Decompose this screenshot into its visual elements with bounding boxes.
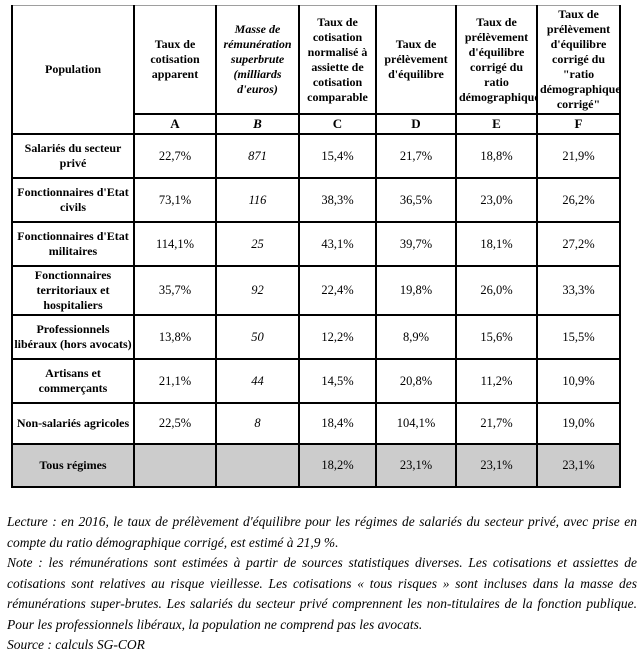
cell-a: 13,8%: [133, 314, 217, 360]
contribution-rates-table-wrap: Population Taux de cotisation apparent M…: [11, 5, 621, 488]
column-letter-a: A: [133, 113, 217, 135]
row-label-population: Fonctionnaires d'Etat civils: [11, 177, 135, 223]
table-row: Fonctionnaires d'Etat civils 73,1% 116 38,3…: [11, 177, 621, 223]
row-label-population: Tous régimes: [11, 443, 135, 488]
row-label-population: Professionnels libéraux (hors avocats): [11, 314, 135, 360]
cell-d: 39,7%: [375, 221, 457, 267]
column-letter-e: E: [455, 113, 538, 135]
column-header-b: Masse de rémunération superbrute (millia…: [215, 5, 300, 115]
cell-c: 22,4%: [298, 265, 377, 316]
table-row: Fonctionnaires d'Etat militaires 114,1% 25…: [11, 221, 621, 267]
cell-e: 18,8%: [455, 133, 538, 179]
cell-d: 21,7%: [375, 133, 457, 179]
cell-e: 23,0%: [455, 177, 538, 223]
cell-a: 21,1%: [133, 358, 217, 404]
source-note: Source : calculs SG-COR: [7, 637, 145, 652]
cell-b: 44: [215, 358, 300, 404]
cell-b: 50: [215, 314, 300, 360]
cell-e: 15,6%: [455, 314, 538, 360]
row-label-population: Fonctionnaires territoriaux et hospitali…: [11, 265, 135, 316]
cell-c: 38,3%: [298, 177, 377, 223]
cell-b: 25: [215, 221, 300, 267]
cell-d: 8,9%: [375, 314, 457, 360]
column-header-a: Taux de cotisation apparent: [133, 5, 217, 115]
table-row: Artisans et commerçants 21,1% 44 14,5% 20,8%…: [11, 358, 621, 404]
cell-c: 12,2%: [298, 314, 377, 360]
table-letter-row: A B C D E F: [12, 113, 621, 135]
cell-a: 22,7%: [133, 133, 217, 179]
table-row: Salariés du secteur privé 22,7% 871 15,4% 21…: [11, 133, 621, 179]
footnotes: Lecture : en 2016, le taux de prélèvemen…: [7, 512, 637, 656]
cell-a: 22,5%: [133, 402, 217, 445]
cell-b: [215, 443, 300, 488]
cell-a: [133, 443, 217, 488]
table-row: Tous régimes 18,2% 23,1% 23,1% 23,1%: [11, 443, 621, 488]
cell-e: 23,1%: [455, 443, 538, 488]
cell-b: 92: [215, 265, 300, 316]
cell-f: 27,2%: [536, 221, 621, 267]
table-row: Professionnels libéraux (hors avocats) 13…: [11, 314, 621, 360]
methodology-note: Note : les rémunérations sont estimées à…: [7, 555, 637, 632]
cell-f: 23,1%: [536, 443, 621, 488]
cell-b: 871: [215, 133, 300, 179]
cell-f: 19,0%: [536, 402, 621, 445]
row-label-population: Fonctionnaires d'Etat militaires: [11, 221, 135, 267]
cell-e: 26,0%: [455, 265, 538, 316]
cell-b: 116: [215, 177, 300, 223]
cell-b: 8: [215, 402, 300, 445]
cell-a: 35,7%: [133, 265, 217, 316]
row-label-population: Salariés du secteur privé: [11, 133, 135, 179]
cell-f: 10,9%: [536, 358, 621, 404]
cell-f: 21,9%: [536, 133, 621, 179]
column-letter-b: B: [215, 113, 300, 135]
row-label-population: Non-salariés agricoles: [11, 402, 135, 445]
column-header-f: Taux de prélèvement d'équilibre corrigé …: [536, 5, 621, 115]
column-letter-c: C: [298, 113, 377, 135]
table-row: Fonctionnaires territoriaux et hospitali…: [11, 265, 621, 316]
column-letter-f: F: [536, 113, 621, 135]
cell-c: 14,5%: [298, 358, 377, 404]
cell-c: 18,4%: [298, 402, 377, 445]
cell-c: 15,4%: [298, 133, 377, 179]
cell-a: 114,1%: [133, 221, 217, 267]
cell-e: 21,7%: [455, 402, 538, 445]
cell-a: 73,1%: [133, 177, 217, 223]
column-header-c: Taux de cotisation normalisé à assiette …: [298, 5, 377, 115]
cell-d: 104,1%: [375, 402, 457, 445]
cell-f: 33,3%: [536, 265, 621, 316]
column-header-d: Taux de prélèvement d'équilibre: [375, 5, 457, 115]
column-letter-d: D: [375, 113, 457, 135]
cell-e: 11,2%: [455, 358, 538, 404]
cell-d: 23,1%: [375, 443, 457, 488]
cell-c: 18,2%: [298, 443, 377, 488]
table-row: Non-salariés agricoles 22,5% 8 18,4% 104,1% 2…: [11, 402, 621, 445]
table-header-row: Population Taux de cotisation apparent M…: [11, 5, 621, 135]
cell-d: 36,5%: [375, 177, 457, 223]
row-label-population: Artisans et commerçants: [11, 358, 135, 404]
cell-d: 20,8%: [375, 358, 457, 404]
lecture-note: Lecture : en 2016, le taux de prélèvemen…: [7, 514, 637, 550]
cell-f: 26,2%: [536, 177, 621, 223]
contribution-rates-table: Population Taux de cotisation apparent M…: [11, 5, 621, 488]
cell-f: 15,5%: [536, 314, 621, 360]
cell-e: 18,1%: [455, 221, 538, 267]
table-body: Salariés du secteur privé 22,7% 871 15,4% 21…: [11, 133, 621, 488]
cell-c: 43,1%: [298, 221, 377, 267]
cell-d: 19,8%: [375, 265, 457, 316]
column-header-e: Taux de prélèvement d'équilibre corrigé …: [455, 5, 538, 115]
column-header-population: Population: [11, 5, 135, 135]
